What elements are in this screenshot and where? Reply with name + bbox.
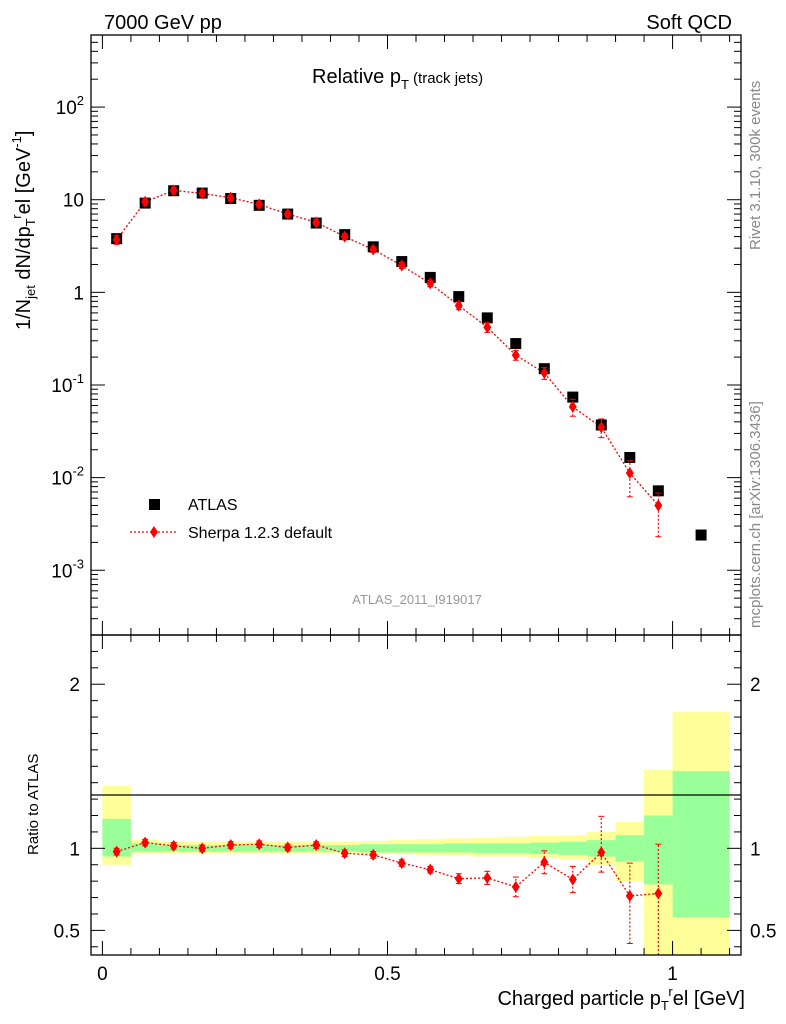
y-tick-label: 10-1 bbox=[51, 371, 84, 397]
sherpa-point bbox=[112, 233, 121, 246]
sherpa-point bbox=[169, 184, 178, 197]
ratio-y-tick-label-left: 1 bbox=[69, 839, 80, 860]
ratio-frame bbox=[90, 634, 742, 956]
ratio-sherpa-point bbox=[654, 887, 663, 900]
header-right: Soft QCD bbox=[646, 12, 732, 34]
main-frame bbox=[90, 34, 742, 636]
y-tick-label: 102 bbox=[56, 93, 84, 119]
ratio-y-tick-label-right: 0.5 bbox=[750, 921, 776, 942]
ratio-sherpa-point bbox=[226, 839, 235, 852]
atlas-point bbox=[510, 338, 522, 350]
sherpa-point bbox=[426, 277, 435, 290]
atlas-point bbox=[624, 451, 636, 463]
ratio-band-inner bbox=[672, 771, 730, 918]
ratio-sherpa-point bbox=[625, 889, 634, 902]
y-tick-label: 1 bbox=[73, 283, 84, 304]
header-left: 7000 GeV pp bbox=[104, 12, 222, 34]
mcplots-label: mcplots.cern.ch [arXiv:1306.3436] bbox=[747, 401, 764, 628]
sherpa-point bbox=[369, 243, 378, 256]
atlas-point bbox=[453, 291, 465, 303]
sherpa-point bbox=[597, 421, 606, 434]
ratio-band-inner bbox=[387, 844, 416, 853]
main-panel: 10-3 10-2 10-1 1 10 102 Relative pT (track je… bbox=[9, 34, 742, 636]
ratio-band-inner bbox=[444, 843, 474, 853]
legend-atlas-label: ATLAS bbox=[188, 497, 238, 514]
x-tick-label: 0 bbox=[97, 964, 108, 985]
ratio-y-tick-label-left: 0.5 bbox=[54, 921, 80, 942]
legend: ATLAS Sherpa 1.2.3 default bbox=[130, 497, 333, 542]
ratio-y-tick-label-right: 2 bbox=[750, 675, 761, 696]
sherpa-point bbox=[625, 467, 634, 480]
ratio-uncertainty-bands bbox=[102, 712, 730, 955]
legend-sherpa-label: Sherpa 1.2.3 default bbox=[188, 525, 333, 542]
ratio-sherpa-point bbox=[112, 845, 121, 858]
ratio-y-label: Ratio to ATLAS bbox=[25, 754, 42, 855]
ratio-band-inner bbox=[358, 844, 388, 853]
ratio-band-inner bbox=[530, 842, 559, 855]
ratio-band-inner bbox=[501, 843, 531, 854]
main-y-label: 1/Njet dN/dpTrel [GeV-1] bbox=[9, 131, 38, 330]
ratio-sherpa-point bbox=[540, 856, 549, 869]
sherpa-point bbox=[340, 230, 349, 243]
atlas-point bbox=[695, 529, 707, 541]
y-tick-label: 10-2 bbox=[51, 464, 84, 490]
ratio-sherpa-point bbox=[340, 847, 349, 860]
sherpa-point bbox=[255, 198, 264, 211]
sherpa-line bbox=[116, 189, 659, 506]
sherpa-point bbox=[397, 259, 406, 272]
ratio-sherpa-point bbox=[312, 839, 321, 852]
y-tick-label: 10 bbox=[63, 191, 84, 212]
atlas-point bbox=[652, 485, 664, 497]
atlas-point bbox=[481, 312, 493, 324]
ratio-y-tick-label-right: 1 bbox=[750, 839, 761, 860]
ratio-sherpa-line bbox=[116, 841, 659, 897]
ratio-sherpa-point bbox=[483, 871, 492, 884]
legend-atlas-marker bbox=[149, 499, 160, 510]
sherpa-point bbox=[226, 191, 235, 204]
sherpa-point bbox=[568, 400, 577, 413]
main-title: Relative pT (track jets) bbox=[312, 66, 483, 92]
sherpa-point bbox=[141, 195, 150, 208]
sherpa-point bbox=[654, 499, 663, 512]
ratio-sherpa-point bbox=[454, 872, 463, 885]
ratio-sherpa-point bbox=[511, 880, 520, 893]
ratio-sherpa-point bbox=[426, 863, 435, 876]
ratio-sherpa-point bbox=[568, 873, 577, 886]
sherpa-point bbox=[312, 216, 321, 229]
atlas-point bbox=[567, 391, 579, 403]
ratio-panel: 0.5 0.5 1 1 2 2 0 0.5 1 Ratio to ATLAS Charged p… bbox=[25, 634, 776, 1013]
ratio-band-inner bbox=[558, 841, 588, 855]
x-tick-label: 1 bbox=[667, 964, 678, 985]
ratio-data-marks bbox=[112, 815, 663, 956]
sherpa-point bbox=[511, 349, 520, 362]
ratio-band-inner bbox=[473, 843, 502, 854]
ratio-sherpa-point bbox=[597, 846, 606, 859]
main-data-marks bbox=[111, 184, 707, 541]
rivet-label: Rivet 3.1.10, 300k events bbox=[747, 81, 764, 250]
ratio-sherpa-point bbox=[369, 848, 378, 861]
sherpa-point bbox=[540, 366, 549, 379]
ratio-sherpa-point bbox=[198, 842, 207, 855]
sherpa-point bbox=[283, 208, 292, 221]
ratio-sherpa-point bbox=[169, 839, 178, 852]
ratio-sherpa-point bbox=[141, 836, 150, 849]
ratio-band-inner bbox=[416, 844, 445, 853]
analysis-label: ATLAS_2011_I919017 bbox=[352, 592, 482, 607]
y-tick-label: 10-3 bbox=[51, 556, 84, 582]
sherpa-point bbox=[483, 321, 492, 334]
ratio-band-inner bbox=[615, 835, 645, 862]
ratio-y-tick-label-left: 2 bbox=[69, 675, 80, 696]
ratio-sherpa-point bbox=[255, 838, 264, 851]
ratio-sherpa-point bbox=[397, 857, 406, 870]
main-axis-ticks: 10-3 10-2 10-1 1 10 102 bbox=[51, 34, 741, 636]
sherpa-point bbox=[198, 187, 207, 200]
legend-sherpa-marker bbox=[150, 526, 158, 538]
ratio-axis-ticks: 0.5 0.5 1 1 2 2 0 0.5 1 bbox=[54, 635, 776, 985]
ratio-sherpa-point bbox=[283, 841, 292, 854]
x-axis-label: Charged particle pTrel [GeV] bbox=[497, 984, 745, 1013]
x-tick-label: 0.5 bbox=[374, 964, 400, 985]
sherpa-point bbox=[454, 299, 463, 312]
